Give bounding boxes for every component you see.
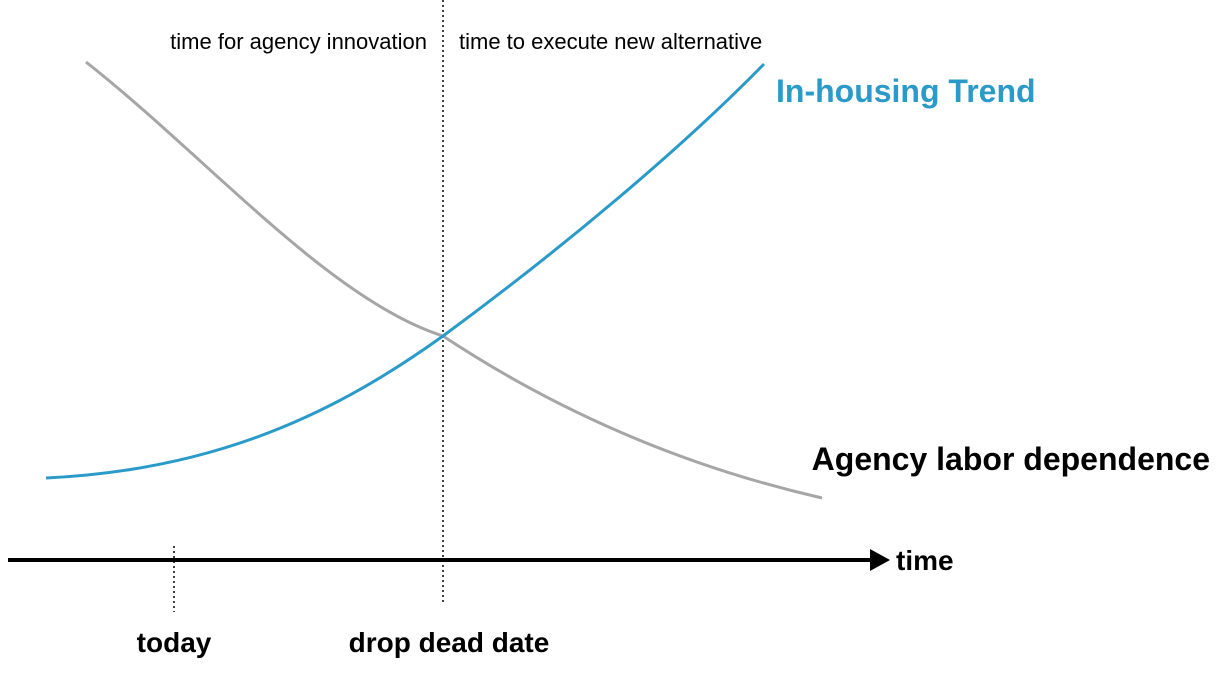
- time-axis-arrowhead: [870, 549, 890, 571]
- phase-label-innovation: time for agency innovation: [170, 29, 427, 54]
- agency-dependence-curve: [85, 60, 823, 500]
- time-axis-label: time: [896, 545, 954, 576]
- inhousing-trend-label: In-housing Trend: [776, 73, 1036, 109]
- inhousing-trend-curve: [45, 62, 766, 480]
- drop-dead-date-label: drop dead date: [349, 627, 550, 658]
- agency-dependence-label: Agency labor dependence: [812, 441, 1210, 477]
- phase-label-execution: time to execute new alternative: [459, 29, 762, 54]
- today-label: today: [137, 627, 212, 658]
